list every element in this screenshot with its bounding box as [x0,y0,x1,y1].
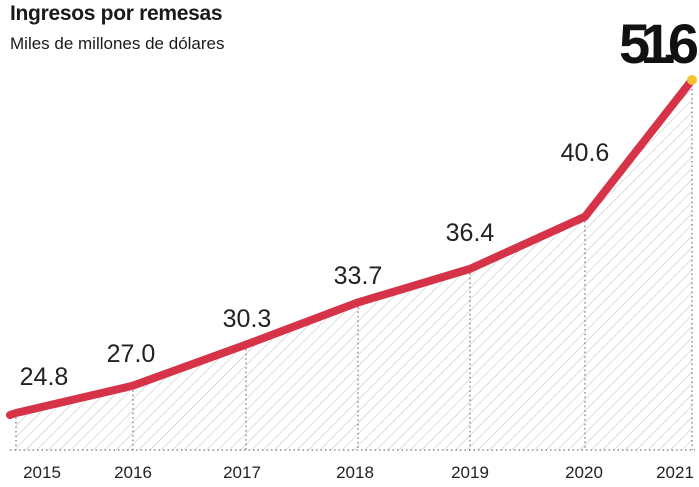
x-tick-2020: 2020 [565,463,603,482]
gridlines [10,80,695,451]
data-label-2017: 30.3 [223,305,272,333]
chart-title: Ingresos por remesas [10,2,223,25]
x-tick-2021: 2021 [656,463,694,482]
area-fill-layer [16,80,692,450]
x-tick-2016: 2016 [114,463,152,482]
data-label-2018: 33.7 [334,262,383,290]
data-label-2016: 27.0 [107,340,156,368]
x-tick-2015: 2015 [23,463,61,482]
x-tick-2017: 2017 [223,463,261,482]
data-point-2021 [687,75,697,85]
series-line [6,76,696,419]
x-tick-2018: 2018 [336,463,374,482]
data-label-2020: 40.6 [561,139,610,167]
x-tick-2019: 2019 [451,463,489,482]
data-label-2019: 36.4 [446,219,495,247]
area-fill [16,80,692,450]
x-axis-ticks: 2015 2016 2017 2018 2019 2020 2021 [23,463,694,482]
data-label-2021: 51.6 [619,12,699,75]
data-label-2015: 24.8 [20,363,69,391]
chart-subtitle: Miles de millones de dólares [10,34,225,53]
series-line-layer [6,75,697,419]
data-labels: 24.8 27.0 30.3 33.7 36.4 40.6 51.6 [20,12,699,391]
